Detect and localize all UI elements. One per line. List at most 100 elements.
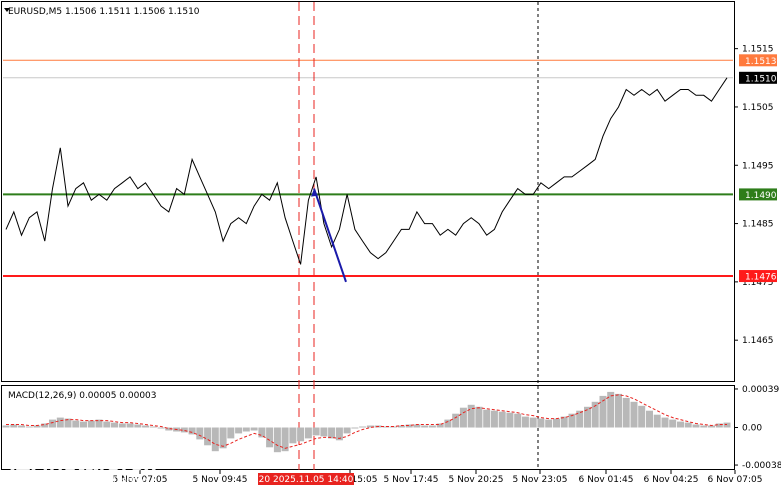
macd-bar [211,427,219,452]
macd-bar [266,427,274,448]
macd-bar [111,422,118,428]
macd-bar [653,414,661,428]
macd-bar [103,421,111,428]
price-tick-label: 1.1485 [742,220,774,230]
price-line [5,77,728,265]
macd-bar [599,395,607,428]
macd-bar [615,393,622,428]
macd-bar [467,404,475,428]
macd-bar [436,423,444,428]
macd-bar [235,427,243,434]
macd-bar [677,421,684,428]
macd-bar [289,427,297,444]
macd-bar [180,427,188,433]
levels-group [3,193,733,278]
price-tick-label: 1.1475 [742,278,774,288]
macd-bar [553,418,560,428]
macd-bar [126,423,134,428]
macd-bar [80,421,87,428]
macd-bar [498,411,506,428]
price-axis: 1.1515 1.1505 1.1495 1.1485 1.1475 1.1465 1.15… [734,45,777,346]
time-tick-label: 5 Nov 20:25 [449,475,504,485]
macd-bar [638,405,646,428]
upper-level-group [3,59,733,79]
macd-bar [196,427,204,440]
macd-bar [18,425,25,428]
symbol-header: EURUSD,M5 1.1506 1.1511 1.1506 1.1510 [8,7,200,17]
upper-price-tag-bg [739,54,777,67]
time-tick-label: 5 Nov 07:05 [113,475,168,485]
instaforex-logo-mark [16,450,30,470]
resistance-price-tag: 1.1490 [745,191,777,201]
macd-bar [25,426,33,428]
macd-bar [521,416,529,428]
macd-bar [405,424,413,428]
macd-axis: 0.00039 0.00 -0.00038 [734,385,781,471]
current-price-tag-bg [739,71,777,84]
time-tick-label: 6 Nov 07:05 [708,475,763,485]
macd-bar [297,427,305,442]
support-price-tag-bg [739,270,777,283]
macd-bar [576,410,584,428]
macd-bar [188,427,196,435]
dropdown-triangle-icon[interactable] [4,8,10,12]
macd-bar [591,401,599,428]
macd-tick-label: 0.00 [742,424,762,434]
price-pane-frame [1,1,735,382]
macd-bar [335,427,343,441]
macd-bar [397,425,405,428]
macd-bar [428,425,436,428]
macd-bar [630,401,638,428]
macd-bar [219,427,227,449]
price-tick-label: 1.1495 [742,161,774,171]
macd-bar [475,406,483,428]
macd-bar [490,410,498,428]
macd-bar [281,427,289,452]
macd-bar [692,424,700,428]
macd-bar [41,423,49,428]
macd-bar [459,407,467,428]
macd-bar [227,427,235,439]
time-tick-label: 6 Nov 04:25 [644,475,699,485]
signal-arrow-group [311,188,347,283]
macd-header: MACD(12,26,9) 0.00005 0.00003 [8,391,157,401]
macd-bar [343,427,351,434]
macd-bar [568,413,576,428]
macd-bar [328,427,336,439]
highlighted-date-label: 20 2025.11.05 14:40 [259,475,354,485]
macd-bar [250,427,258,431]
macd-bar [413,424,421,428]
current-price-tag: 1.1510 [745,74,777,84]
macd-bar [351,427,359,429]
macd-bar [684,422,692,428]
macd-bar [452,413,460,428]
macd-bar [165,427,173,431]
macd-bar [87,420,95,428]
macd-bar [529,417,537,428]
macd-bar [10,424,18,428]
resistance-price-tag-bg [739,188,777,201]
watermark: instaforex Instant Forex Trading [8,447,157,487]
time-tick-label: 5 Nov 17:45 [384,475,439,485]
macd-bar [72,420,80,428]
macd-bar [56,417,64,428]
macd-bar [304,427,312,439]
macd-group [2,391,731,453]
macd-tick-label: -0.00038 [742,461,781,471]
highlighted-date-bg [258,473,354,485]
time-axis: 5 Nov 07:055 Nov 09:455 Nov 15:055 Nov 1… [113,470,763,485]
macd-bar [622,397,630,428]
macd-bar [514,413,522,428]
vertical-markers [298,2,539,470]
macd-bar [33,425,41,428]
watermark-brand: instaforex [42,450,157,477]
macd-tick-label: 0.00039 [742,385,779,395]
macd-bar [134,424,142,428]
price-tick-label: 1.1505 [742,103,774,113]
time-tick-label: 5 Nov 23:05 [513,475,568,485]
macd-bar [2,425,10,428]
macd-bar [700,425,708,428]
upper-price-tag: 1.1513 [745,57,777,67]
macd-bar [258,427,266,438]
